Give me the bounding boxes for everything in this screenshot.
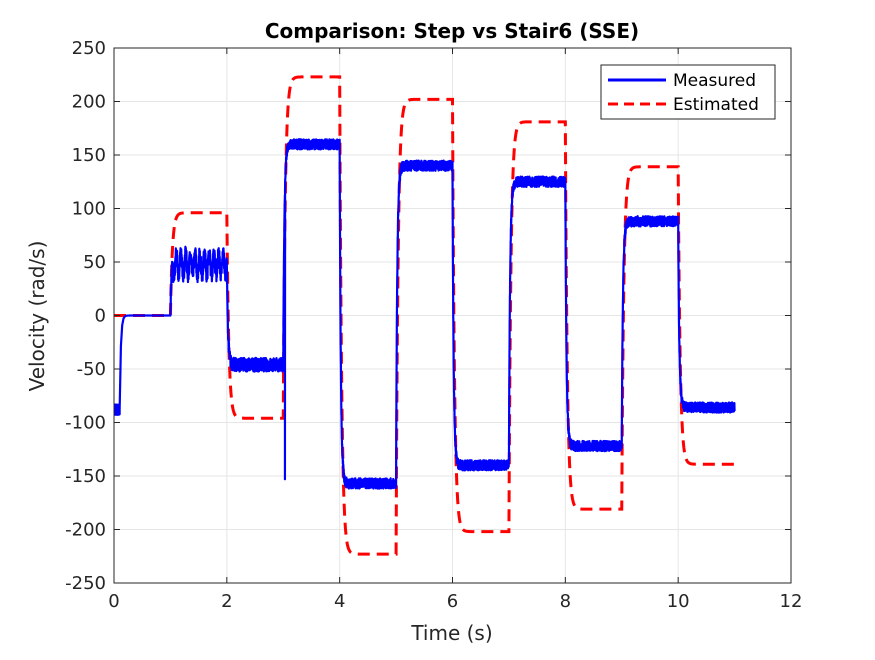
x-tick-label: 10 bbox=[667, 591, 690, 612]
y-tick-label: 0 bbox=[95, 306, 106, 327]
legend: Measured Estimated bbox=[600, 64, 776, 120]
legend-label-estimated: Estimated bbox=[673, 95, 759, 115]
y-tick-label: 250 bbox=[72, 38, 106, 59]
series-estimated-line bbox=[114, 75, 735, 556]
legend-label-measured: Measured bbox=[673, 71, 756, 91]
y-axis-label: Velocity (rad/s) bbox=[25, 241, 49, 392]
x-tick-label: 12 bbox=[780, 591, 803, 612]
legend-box bbox=[600, 64, 776, 120]
x-tick-label: 6 bbox=[447, 591, 458, 612]
series-measured-line bbox=[114, 138, 736, 490]
x-tick-label: 4 bbox=[334, 591, 345, 612]
x-axis-label: Time (s) bbox=[410, 621, 492, 645]
y-tick-label: 50 bbox=[83, 252, 106, 273]
y-tick-label: -200 bbox=[65, 520, 106, 541]
x-axis: 0 2 4 6 8 10 12 bbox=[108, 48, 802, 612]
x-tick-label: 8 bbox=[560, 591, 571, 612]
y-tick-label: -50 bbox=[77, 359, 106, 380]
x-tick-label: 0 bbox=[108, 591, 119, 612]
y-tick-label: 150 bbox=[72, 145, 106, 166]
y-tick-label: -100 bbox=[65, 413, 106, 434]
y-tick-label: 200 bbox=[72, 92, 106, 113]
y-tick-label: -150 bbox=[65, 466, 106, 487]
y-axis: -250 -200 -150 -100 -50 0 50 100 150 200 250 bbox=[65, 38, 791, 594]
x-tick-label: 2 bbox=[221, 591, 232, 612]
y-tick-label: -250 bbox=[65, 573, 106, 594]
y-tick-label: 100 bbox=[72, 199, 106, 220]
chart-title: Comparison: Step vs Stair6 (SSE) bbox=[265, 19, 639, 43]
series-layer bbox=[114, 75, 736, 556]
